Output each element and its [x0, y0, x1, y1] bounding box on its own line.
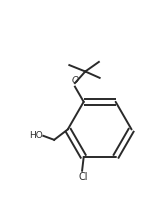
Text: Cl: Cl	[78, 172, 88, 182]
Text: HO: HO	[29, 131, 43, 140]
Text: O: O	[71, 76, 78, 85]
